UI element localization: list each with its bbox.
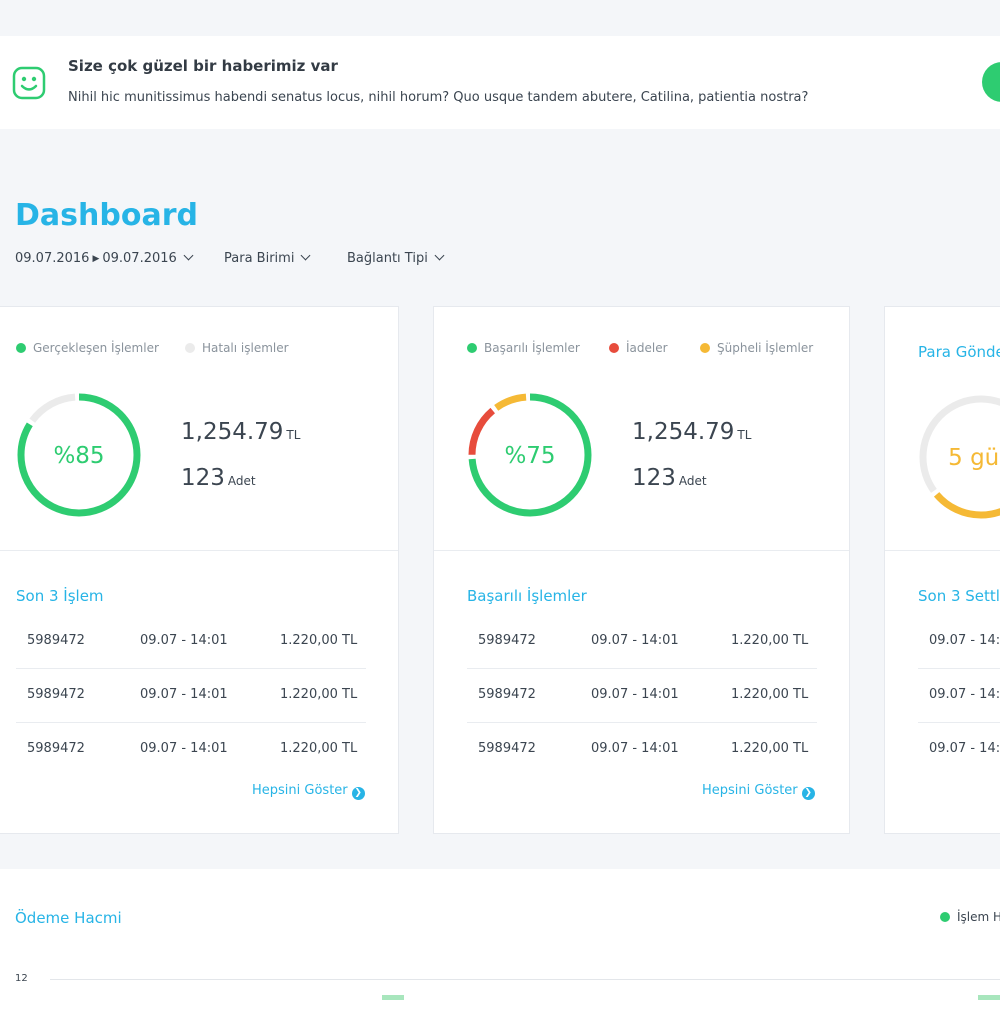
legend-item: Başarılı İşlemler [467,341,580,355]
legend-item: İadeler [609,341,668,355]
chart-legend: İşlem H [940,910,1000,924]
table-row[interactable]: 5989472 09.07 - 14:01 1.220,00 TL [467,668,817,723]
success-rate-donut: %75 [468,393,592,517]
donut-segment [919,395,1000,519]
table-row[interactable]: 09.07 - 14:01 [918,668,1000,723]
table-row[interactable]: 09.07 - 14:01 [918,614,1000,669]
table-row[interactable]: 5989472 09.07 - 14:01 1.220,00 TL [467,614,817,669]
donut-label: %85 [53,443,104,469]
donut-segment [468,393,592,517]
legend-dot [185,343,195,353]
payment-volume-title: Ödeme Hacmi [15,909,122,927]
connection-type-filter[interactable]: Bağlantı Tipi [347,250,445,266]
legend-dot [467,343,477,353]
page-title: Dashboard [15,198,198,233]
count-value: 123 Adet [632,465,707,491]
amount-value: 1,254.79 TL [181,419,301,445]
show-all-link[interactable]: Hepsini Göster ❯ [252,783,365,800]
caret-right-icon: ▶ [92,254,100,264]
date-to: 09.07.2016 [102,251,177,266]
connection-filter-label: Bağlantı Tipi [347,251,428,266]
chart-bar [382,995,404,1000]
table-row[interactable]: 5989472 09.07 - 14:01 1.220,00 TL [16,668,366,723]
chevron-right-circle-icon: ❯ [351,787,365,800]
divider [885,550,1000,551]
divider [0,550,398,551]
donut-segment [17,393,141,517]
banner-title: Size çok güzel bir haberimiz var [68,57,338,75]
table-row[interactable]: 5989472 09.07 - 14:01 1.220,00 TL [478,741,809,756]
banner-text: Nihil hic munitissimus habendi senatus l… [68,90,809,105]
date-from: 09.07.2016 [15,251,90,266]
successful-transactions-card: Başarılı İşlemler İadeler Şüpheli İşleml… [433,306,850,834]
currency-filter[interactable]: Para Birimi [224,250,311,266]
transactions-card: Gerçekleşen İşlemler Hatalı işlemler %85… [0,306,399,834]
settlement-days-donut: 5 gün [919,395,1000,519]
y-tick-label: 12 [15,973,28,984]
currency-filter-label: Para Birimi [224,251,295,266]
date-range-filter[interactable]: 09.07.2016 ▶ 09.07.2016 [15,250,194,266]
table-row[interactable]: 5989472 09.07 - 14:01 1.220,00 TL [27,741,358,756]
grid-line [50,979,1000,980]
section-title: Başarılı İşlemler [467,587,587,605]
banner-action-button[interactable] [982,62,1000,102]
payment-volume-card [0,869,1000,1029]
success-rate-donut: %85 [17,393,141,517]
amount-value: 1,254.79 TL [632,419,752,445]
card-title: Para Gönde [918,343,1000,361]
legend-dot [609,343,619,353]
legend-dot [16,343,26,353]
donut-label: %75 [504,443,555,469]
announcement-banner [0,36,1000,129]
money-transfer-card: Para Gönde 5 gün Son 3 Settle 09.07 - 14… [884,306,1000,834]
donut-label: 5 gün [948,445,1000,471]
section-title: Son 3 Settle [918,587,1000,605]
divider [434,550,849,551]
table-row[interactable]: 09.07 - 14:01 [929,741,1000,756]
chevron-down-icon [434,250,445,261]
chevron-down-icon [183,250,194,261]
table-row[interactable]: 5989472 09.07 - 14:01 1.220,00 TL [16,614,366,669]
legend-dot [700,343,710,353]
legend-item: Şüpheli İşlemler [700,341,813,355]
show-all-link[interactable]: Hepsini Göster ❯ [702,783,815,800]
chevron-down-icon [300,250,311,261]
donut-segment [919,395,1000,519]
chart-bar [978,995,1000,1000]
legend-item: Gerçekleşen İşlemler [16,341,159,355]
section-title: Son 3 İşlem [16,587,104,605]
count-value: 123 Adet [181,465,256,491]
legend-dot [940,912,950,922]
smile-icon [12,66,46,100]
chevron-right-circle-icon: ❯ [801,787,815,800]
legend-item: Hatalı işlemler [185,341,289,355]
